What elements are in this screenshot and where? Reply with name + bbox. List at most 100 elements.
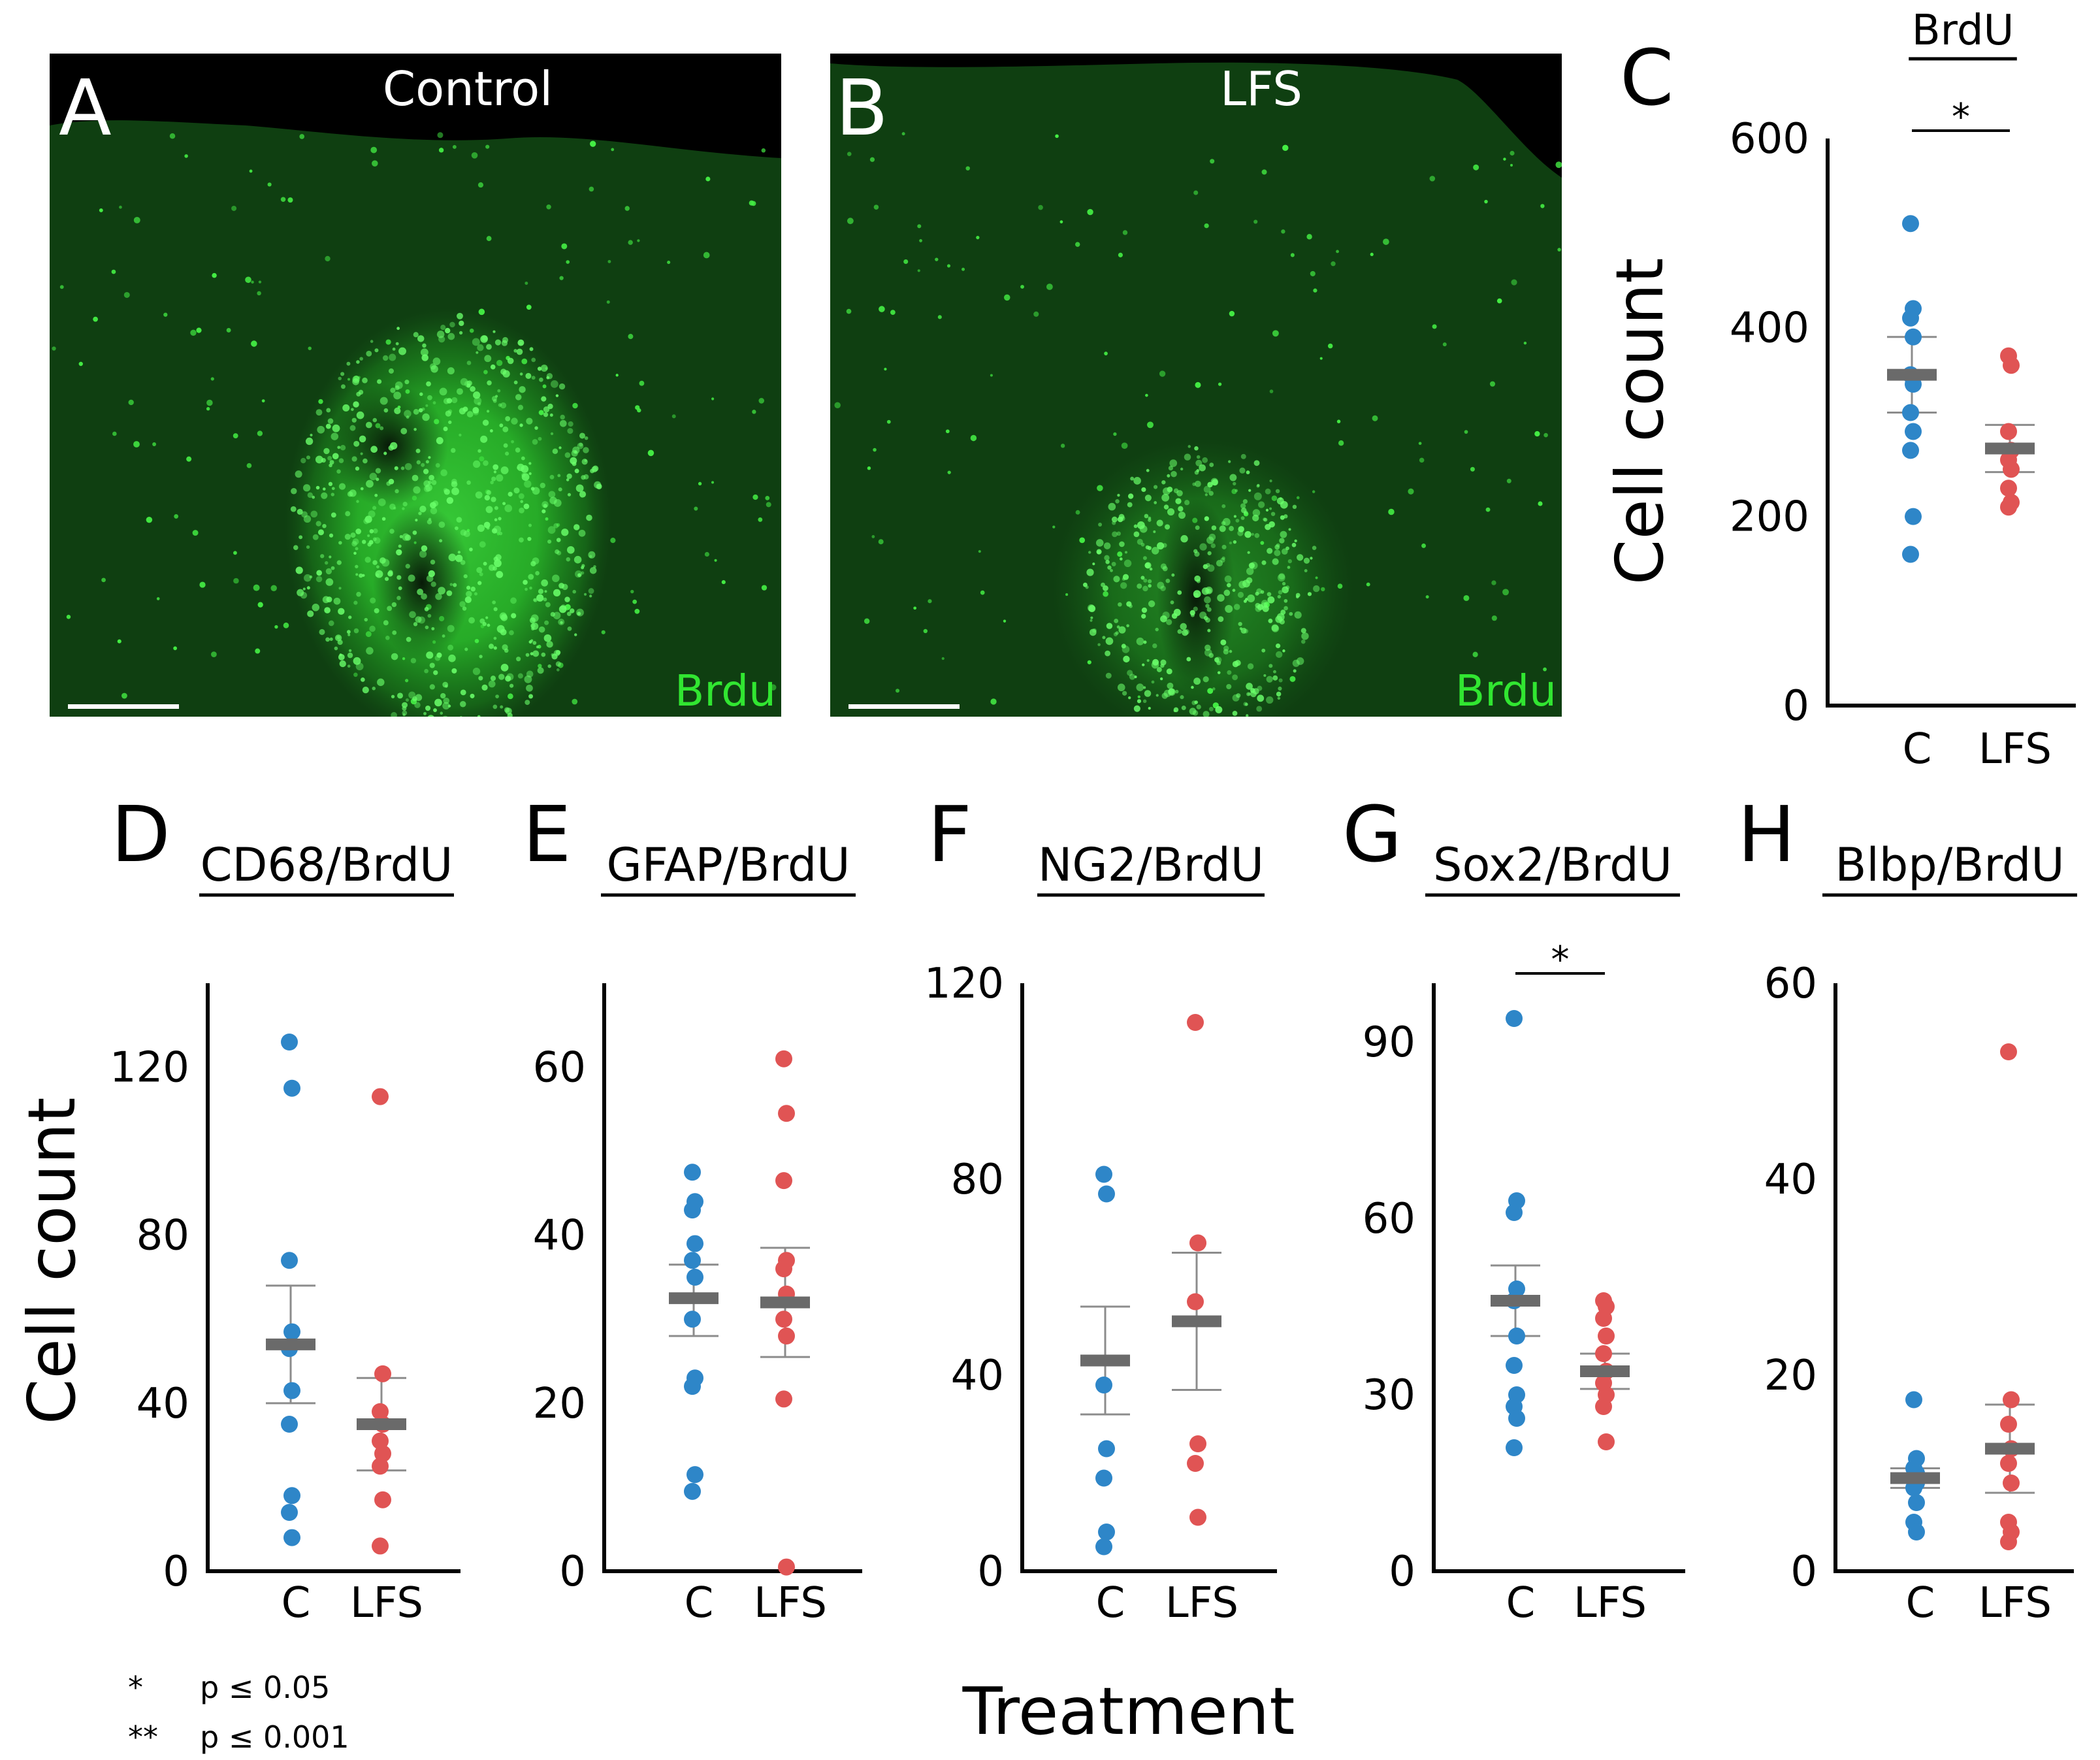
- legend-significant: * p ≤ 0.05: [128, 1672, 330, 1703]
- y-tick-label: 400: [1730, 304, 1809, 352]
- data-point: [1902, 404, 1919, 421]
- data-point: [1095, 1165, 1112, 1183]
- y-tick-label: 40: [533, 1212, 586, 1260]
- mean-bar: [357, 1418, 406, 1430]
- x-tick-label: C: [282, 1579, 311, 1627]
- data-point: [283, 1487, 300, 1505]
- y-tick-label: 0: [1783, 682, 1809, 730]
- data-point: [684, 1164, 701, 1181]
- chart-panel-c: C BrdU 0 200 400 600 C LFS Cell count *: [1602, 7, 2076, 774]
- data-point: [1595, 1398, 1612, 1415]
- chart-panel-e: E GFAP/BrdU 0 20 40 60 C LFS: [523, 789, 862, 1627]
- mean-bar: [1985, 1442, 2035, 1455]
- data-point: [1095, 1377, 1112, 1393]
- chart-title: Sox2/BrdU: [1433, 838, 1672, 892]
- data-point: [372, 1537, 389, 1555]
- micrograph-control-image: [50, 54, 781, 717]
- data-point: [1098, 1524, 1115, 1540]
- data-point: [1595, 1310, 1612, 1327]
- y-tick-label: 200: [1730, 493, 1809, 542]
- x-tick-label: C: [1903, 725, 1932, 774]
- data-point: [775, 1390, 792, 1408]
- data-point: [1902, 309, 1919, 327]
- legend-text: p ≤ 0.05: [200, 1670, 331, 1705]
- stain-label-b: Brdu: [1455, 666, 1557, 716]
- data-point: [372, 1432, 389, 1450]
- data-point: [778, 1105, 795, 1122]
- data-point: [1908, 1494, 1925, 1511]
- mean-bar: [760, 1296, 810, 1309]
- data-point: [1905, 1391, 1922, 1409]
- y-tick-label: 120: [924, 960, 1004, 1008]
- data-point: [2003, 1391, 2020, 1409]
- micrograph-lfs-image: [830, 54, 1562, 717]
- chart-panel-h: H Blbp/BrdU 0 20 40 60 C LFS: [1737, 789, 2077, 1627]
- data-point: [684, 1252, 701, 1269]
- data-point: [1598, 1328, 1615, 1344]
- data-point: [1598, 1433, 1615, 1450]
- x-tick-label: C: [1906, 1579, 1935, 1627]
- data-point: [2000, 1533, 2017, 1550]
- data-point: [1595, 1345, 1612, 1362]
- data-point: [684, 1311, 701, 1328]
- data-point: [1187, 1293, 1204, 1311]
- data-point: [372, 1403, 389, 1420]
- panel-letter-a: A: [59, 63, 112, 153]
- data-point: [1506, 1010, 1523, 1027]
- mean-bar: [1172, 1315, 1221, 1328]
- chart-title: BrdU: [1912, 7, 2014, 55]
- mean-bar: [1580, 1365, 1630, 1377]
- data-point: [687, 1235, 703, 1252]
- panel-letter-b: B: [835, 63, 888, 153]
- x-tick-label: LFS: [1979, 1579, 2052, 1627]
- mean-bar: [669, 1292, 719, 1305]
- x-tick-label: C: [685, 1579, 714, 1627]
- data-point: [775, 1050, 792, 1067]
- data-point: [1902, 215, 1919, 233]
- shared-x-axis-label: Treatment: [962, 1673, 1295, 1750]
- data-point: [2000, 498, 2017, 516]
- y-tick-label: 0: [163, 1548, 189, 1596]
- panel-letter: G: [1342, 789, 1402, 879]
- data-point: [684, 1482, 701, 1500]
- x-tick-label: LFS: [350, 1579, 423, 1627]
- x-tick-label: C: [1096, 1579, 1125, 1627]
- data-point: [2000, 1043, 2017, 1060]
- legend-symbol: *: [128, 1670, 143, 1705]
- data-point: [2000, 423, 2017, 440]
- legend-highly-significant: ** p ≤ 0.001: [128, 1722, 349, 1752]
- legend-symbol: **: [128, 1719, 158, 1755]
- data-point: [1508, 1410, 1525, 1427]
- data-point: [687, 1466, 703, 1484]
- chart-title: GFAP/BrdU: [606, 838, 850, 892]
- scale-bar-a: [68, 704, 179, 709]
- data-point: [687, 1269, 703, 1286]
- y-tick-label: 80: [137, 1212, 189, 1260]
- mean-bar: [1887, 368, 1937, 381]
- significance-marker: *: [1952, 96, 1970, 139]
- data-point: [283, 1529, 300, 1546]
- mean-bar: [1491, 1295, 1540, 1307]
- data-point: [2000, 1455, 2017, 1472]
- y-tick-label: 90: [1363, 1019, 1415, 1067]
- mean-bar: [1890, 1472, 1940, 1484]
- y-tick-label: 20: [533, 1380, 586, 1428]
- data-point: [1508, 1328, 1525, 1344]
- data-point: [1905, 423, 1922, 440]
- data-point: [778, 1558, 795, 1576]
- panel-letter: H: [1737, 789, 1796, 879]
- data-point: [372, 1458, 389, 1475]
- panel-letter: E: [523, 789, 572, 879]
- data-point: [775, 1311, 792, 1328]
- data-point: [1902, 546, 1919, 563]
- y-tick-label: 30: [1363, 1371, 1415, 1420]
- data-point: [1506, 1439, 1523, 1456]
- mean-bar: [1985, 442, 2035, 455]
- data-point: [283, 1382, 300, 1399]
- micrograph-title-control: Control: [382, 61, 553, 116]
- data-point: [281, 1252, 298, 1269]
- data-point: [374, 1491, 391, 1508]
- y-tick-label: 0: [559, 1548, 586, 1596]
- panel-letter: F: [928, 789, 972, 879]
